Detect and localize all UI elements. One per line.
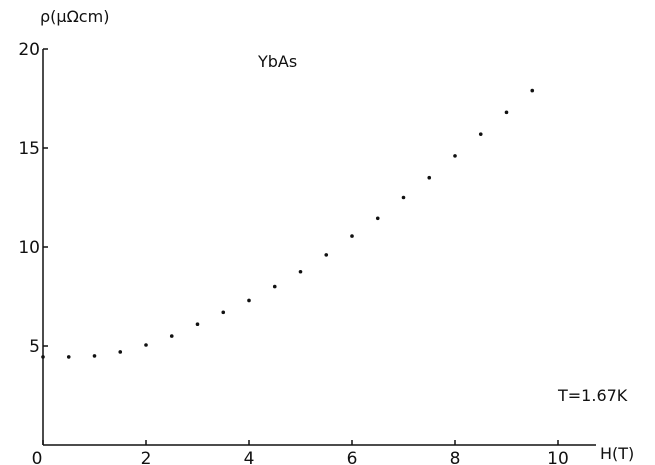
data-point bbox=[272, 284, 277, 289]
data-point bbox=[504, 110, 509, 115]
data-point bbox=[195, 322, 200, 327]
y-axis-label: ρ(μΩcm) bbox=[40, 7, 109, 26]
x-tick-label: 0 bbox=[32, 449, 43, 465]
data-point bbox=[375, 216, 380, 221]
data-point bbox=[41, 355, 45, 359]
temperature-annotation: T=1.67K bbox=[557, 386, 628, 405]
data-point bbox=[144, 343, 148, 347]
y-tick-label: 15 bbox=[18, 139, 40, 159]
x-tick-label: 2 bbox=[141, 449, 152, 465]
data-point bbox=[169, 334, 174, 338]
y-tick-label: 10 bbox=[18, 238, 40, 258]
data-point bbox=[298, 269, 303, 274]
data-point bbox=[66, 355, 71, 359]
y-tick-label: 20 bbox=[18, 40, 40, 60]
x-tick-label: 6 bbox=[347, 449, 358, 465]
data-points bbox=[41, 88, 535, 359]
data-point bbox=[247, 298, 251, 303]
data-point bbox=[427, 175, 432, 180]
data-point bbox=[118, 350, 123, 354]
data-point bbox=[350, 234, 354, 238]
x-tick-label: 4 bbox=[244, 449, 255, 465]
data-point bbox=[221, 310, 226, 315]
x-ticks: 0 2 4 6 8 10 bbox=[32, 440, 569, 465]
x-axis-label: H(T) bbox=[600, 444, 634, 463]
data-point bbox=[92, 354, 97, 358]
x-tick-label: 8 bbox=[450, 449, 461, 465]
data-point bbox=[530, 88, 535, 93]
chart-title: YbAs bbox=[257, 52, 297, 71]
data-point bbox=[478, 132, 483, 136]
data-point bbox=[324, 253, 329, 257]
y-tick-label: 5 bbox=[29, 337, 40, 357]
data-point bbox=[401, 195, 406, 200]
axes bbox=[42, 49, 596, 446]
y-ticks: 5 10 15 20 bbox=[18, 40, 48, 357]
data-point bbox=[453, 154, 457, 158]
x-tick-label: 10 bbox=[547, 449, 569, 465]
